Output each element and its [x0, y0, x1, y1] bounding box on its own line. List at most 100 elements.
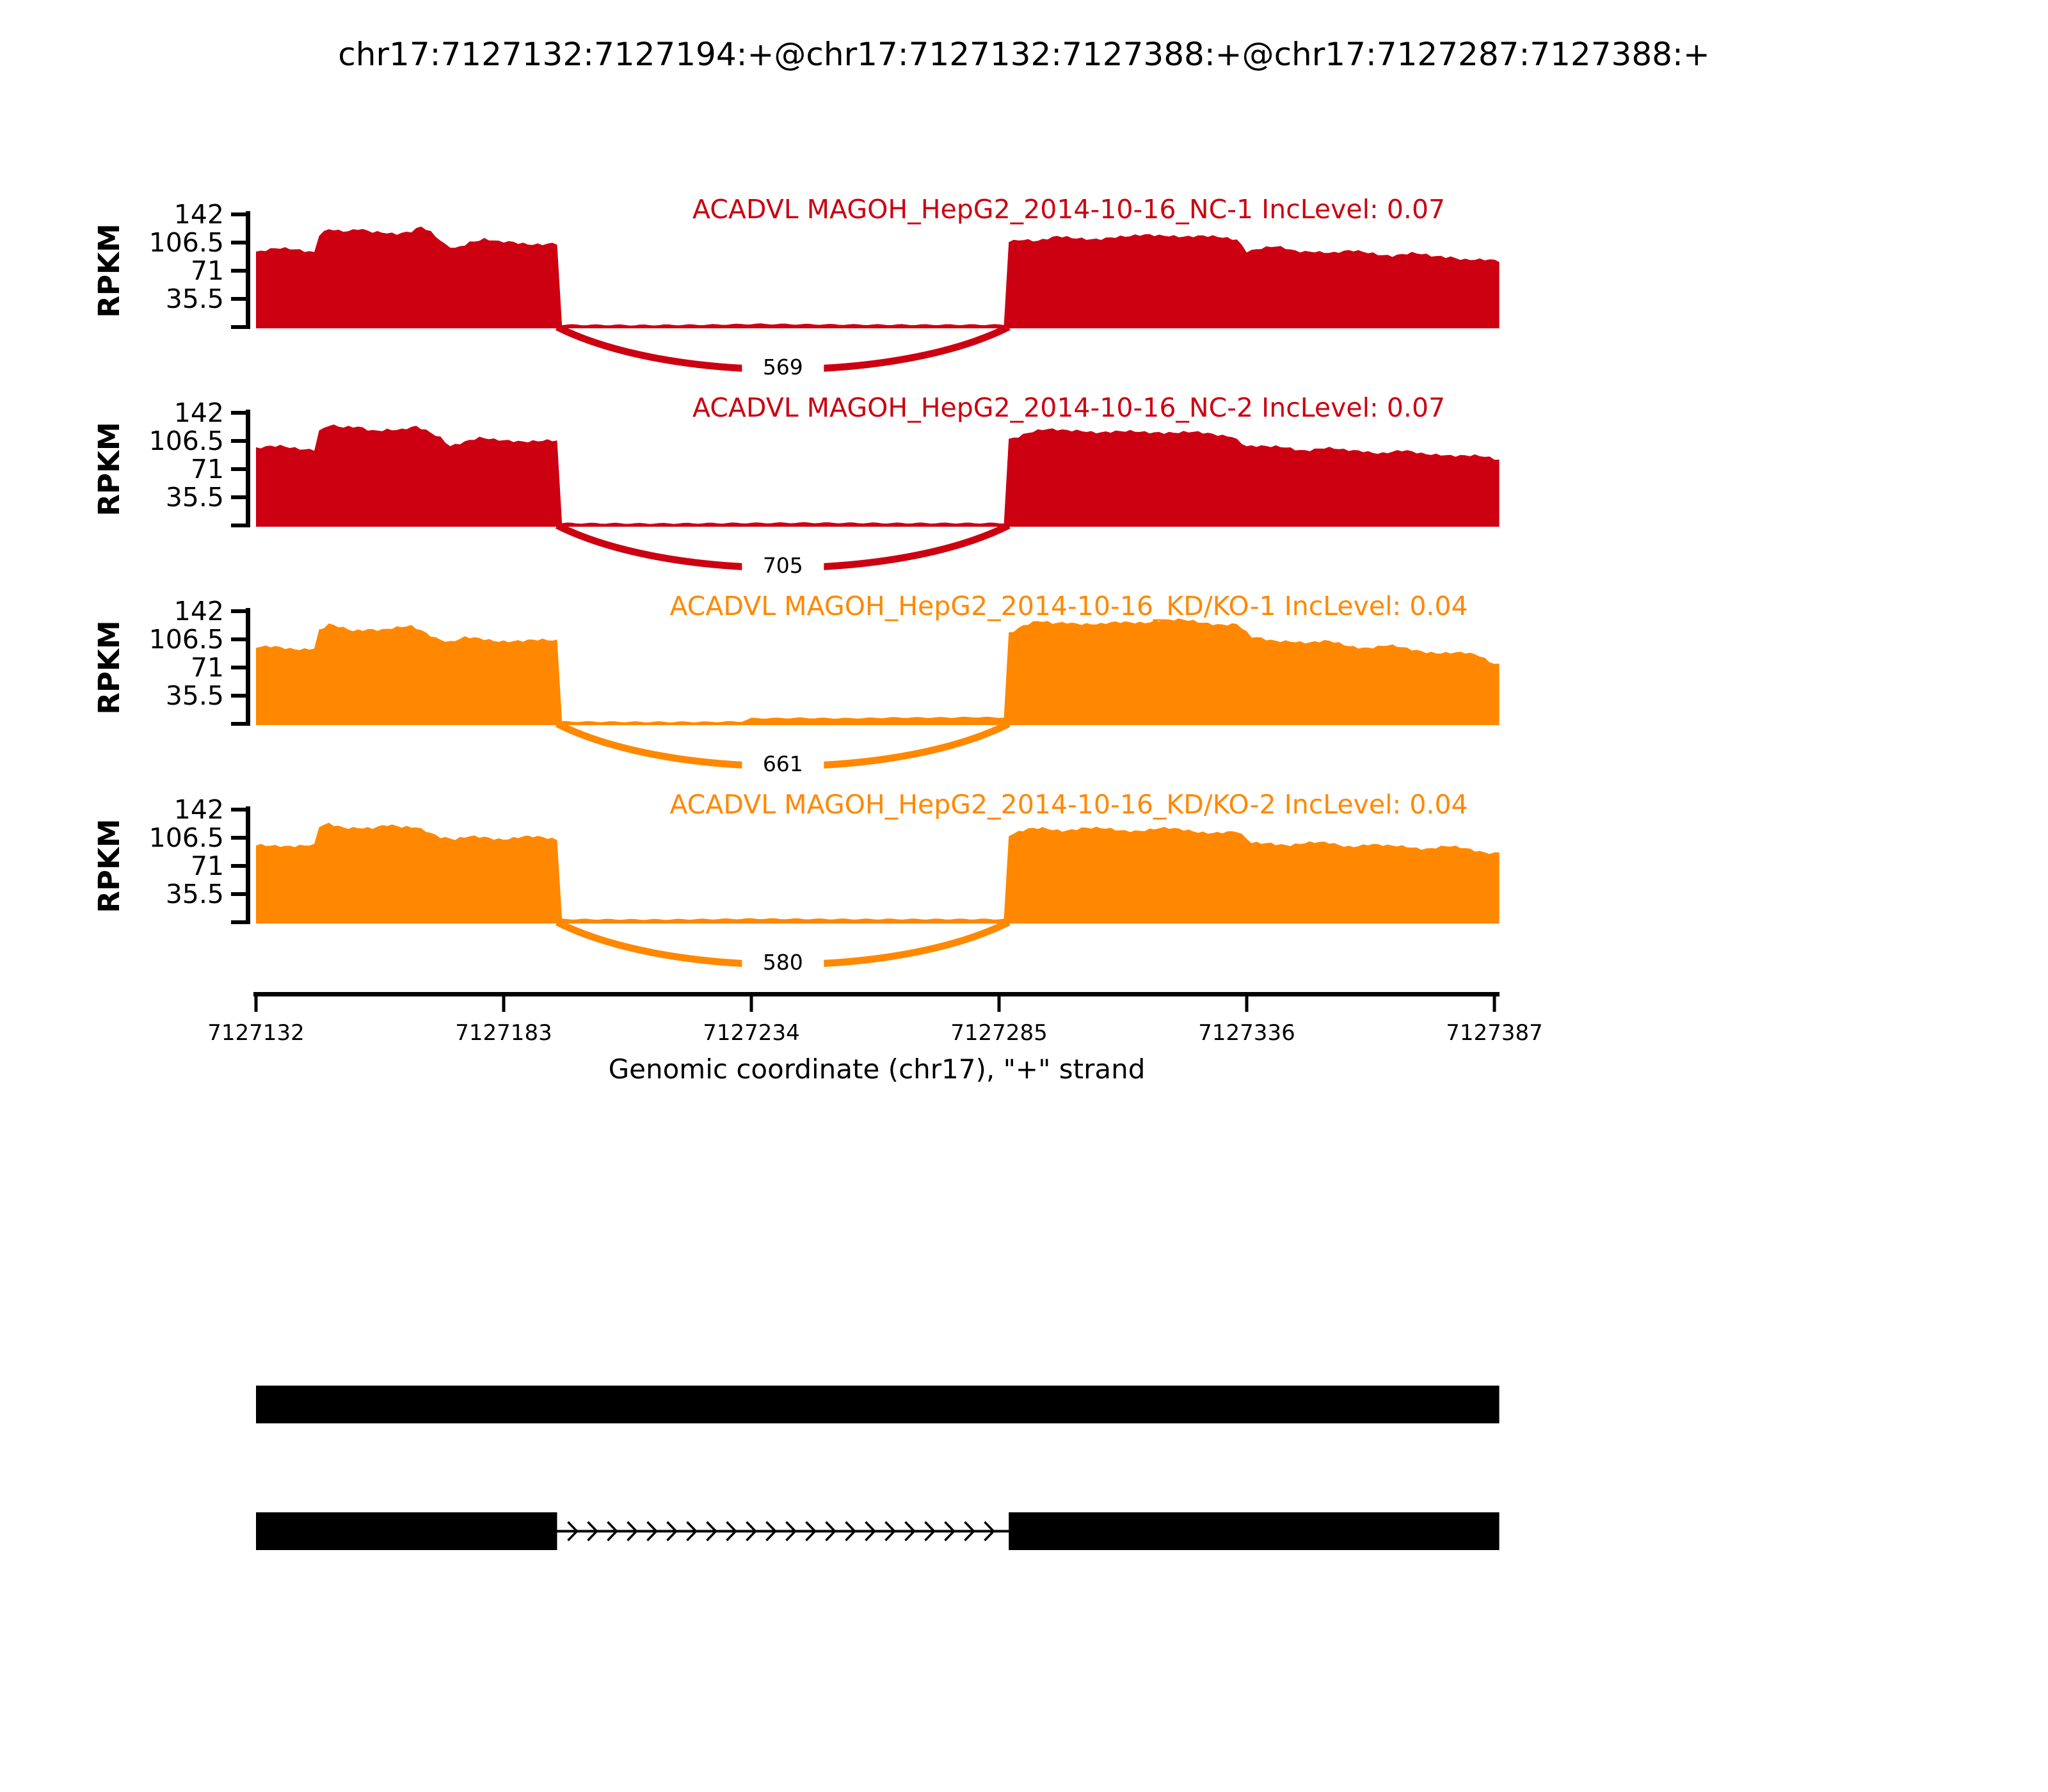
intron-strand-arrow [944, 1521, 956, 1542]
intron-strand-arrow [627, 1521, 638, 1542]
track-title: ACADVL MAGOH_HepG2_2014-10-16_KD/KO-1 In… [669, 591, 1468, 621]
intron-strand-arrow [686, 1521, 698, 1542]
x-axis-tick-label: 7127336 [1198, 1020, 1295, 1046]
y-axis-tick [231, 666, 246, 669]
y-axis-tick-label: 106.5 [149, 822, 224, 853]
rpkm-axis-label: RPKM [92, 422, 126, 516]
track-title: ACADVL MAGOH_HepG2_2014-10-16_NC-1 IncLe… [692, 194, 1445, 225]
y-axis-tick [231, 637, 246, 641]
intron-strand-arrow [924, 1521, 936, 1542]
y-axis-tick-label: 35.5 [166, 680, 224, 711]
intron-strand-arrow [607, 1521, 618, 1542]
y-axis-tick-label: 71 [191, 255, 224, 286]
y-axis-tick-label: 71 [191, 652, 224, 683]
y-axis-tick [231, 609, 246, 613]
isoform-intron-line [557, 1530, 1009, 1533]
y-axis-tick-label: 35.5 [166, 482, 224, 513]
coverage-area [256, 822, 1500, 924]
junction-count-label: 661 [763, 751, 803, 776]
y-axis-tick [231, 892, 246, 896]
junction-count-bg [742, 351, 824, 381]
y-axis-tick [231, 722, 246, 726]
y-axis-spine [246, 211, 250, 329]
y-axis-tick [231, 836, 246, 840]
isoform-exon [1009, 1512, 1500, 1550]
y-axis-spine [246, 608, 250, 726]
y-axis-tick [231, 411, 246, 415]
y-axis-tick [231, 297, 246, 301]
y-axis-tick-label: 142 [174, 199, 224, 230]
y-axis-tick-label: 35.5 [166, 284, 224, 314]
x-axis-tick [1492, 996, 1496, 1012]
junction-count-bg [742, 947, 824, 976]
y-axis-tick [231, 269, 246, 273]
intron-strand-arrow [746, 1521, 757, 1542]
y-axis-tick-label: 106.5 [149, 426, 224, 456]
junction-count-bg [742, 550, 824, 579]
intron-strand-arrow [865, 1521, 876, 1542]
x-axis-line [253, 992, 1500, 996]
x-axis-tick [254, 996, 258, 1012]
rpkm-axis-label: RPKM [92, 223, 126, 317]
junction-count-label: 580 [763, 950, 803, 975]
rpkm-axis-label: RPKM [92, 620, 126, 714]
isoform-exon [256, 1386, 1500, 1423]
y-axis-tick-label: 71 [191, 851, 224, 881]
rpkm-axis-label: RPKM [92, 819, 126, 913]
y-axis-tick [231, 241, 246, 244]
intron-strand-arrow [805, 1521, 817, 1542]
coverage-area [256, 424, 1500, 527]
y-axis-spine [246, 806, 250, 924]
y-axis-tick-label: 142 [174, 397, 224, 428]
y-axis-tick [231, 467, 246, 471]
x-axis-tick [997, 996, 1001, 1012]
y-axis-tick-label: 142 [174, 596, 224, 627]
coverage-area [256, 227, 1500, 328]
x-axis-tick-label: 7127234 [703, 1020, 799, 1046]
y-axis-tick [231, 212, 246, 216]
junction-count-label: 705 [763, 553, 803, 578]
y-axis-tick-label: 35.5 [166, 879, 224, 909]
intron-strand-arrow [567, 1521, 579, 1542]
intron-strand-arrow [726, 1521, 737, 1542]
y-axis-tick [231, 694, 246, 698]
intron-strand-arrow [785, 1521, 797, 1542]
track-title: ACADVL MAGOH_HepG2_2014-10-16_NC-2 IncLe… [692, 392, 1445, 423]
x-axis-tick [502, 996, 506, 1012]
junction-count-label: 569 [763, 355, 803, 380]
y-axis-tick [231, 495, 246, 499]
intron-strand-arrow [765, 1521, 777, 1542]
intron-strand-arrow [984, 1521, 995, 1542]
y-axis-tick-label: 106.5 [149, 624, 224, 655]
x-axis-label: Genomic coordinate (chr17), "+" strand [608, 1053, 1146, 1085]
y-axis-tick-label: 106.5 [149, 227, 224, 258]
intron-strand-arrow [825, 1521, 836, 1542]
intron-strand-arrow [587, 1521, 598, 1542]
coverage-area [256, 618, 1500, 725]
intron-strand-arrow [964, 1521, 975, 1542]
y-axis-tick [231, 439, 246, 443]
intron-strand-arrow [845, 1521, 856, 1542]
intron-strand-arrow [904, 1521, 916, 1542]
y-axis-tick-label: 142 [174, 794, 224, 825]
y-axis-spine [246, 410, 250, 527]
y-axis-tick [231, 325, 246, 329]
intron-strand-arrow [666, 1521, 678, 1542]
intron-strand-arrow [706, 1521, 717, 1542]
plot-title: chr17:7127132:7127194:+@chr17:7127132:71… [338, 36, 1710, 73]
y-axis-tick [231, 920, 246, 924]
intron-strand-arrow [646, 1521, 658, 1542]
intron-strand-arrow [884, 1521, 896, 1542]
track-title: ACADVL MAGOH_HepG2_2014-10-16_KD/KO-2 In… [669, 789, 1468, 820]
x-axis-tick-label: 7127387 [1446, 1020, 1542, 1046]
y-axis-tick [231, 864, 246, 868]
x-axis-tick-label: 7127285 [950, 1020, 1047, 1046]
y-axis-tick [231, 524, 246, 527]
x-axis-tick [1245, 996, 1249, 1012]
x-axis-tick-label: 7127132 [207, 1020, 304, 1046]
y-axis-tick [231, 808, 246, 812]
y-axis-tick-label: 71 [191, 454, 224, 484]
isoform-exon [256, 1512, 557, 1550]
